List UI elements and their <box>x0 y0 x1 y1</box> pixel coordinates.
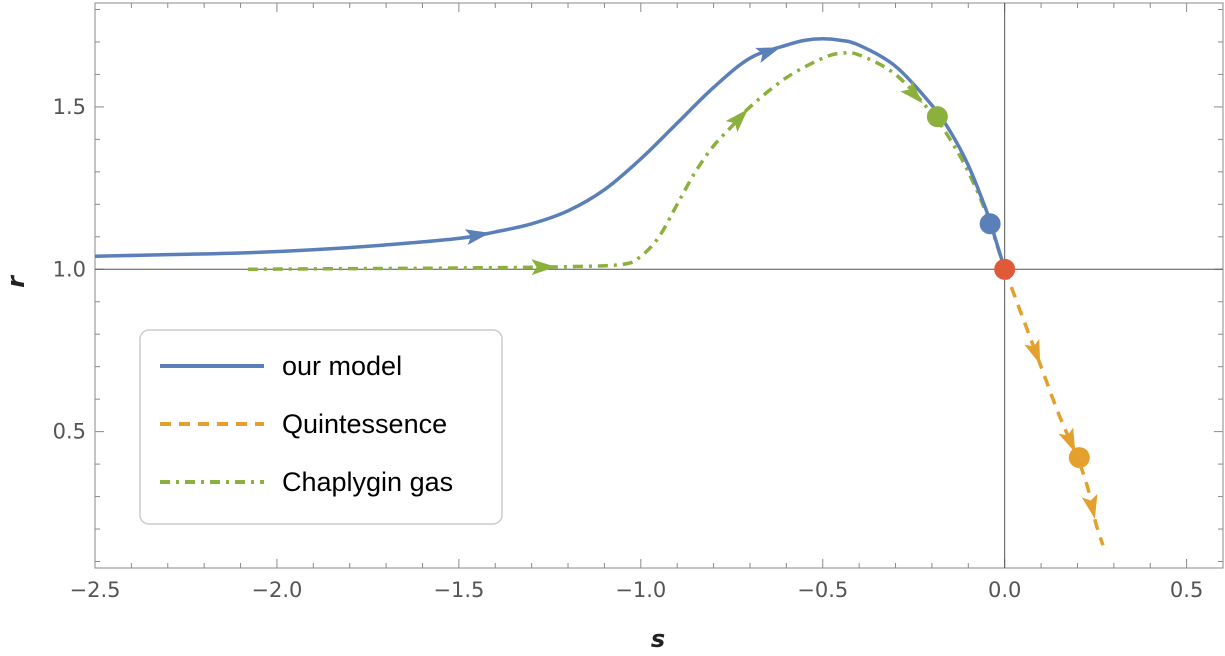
legend-box <box>139 329 503 525</box>
x-tick-label: −1.0 <box>615 578 666 602</box>
tick-labels: −2.5 −2.0 −1.5 −1.0 −0.5 0.0 0.5 0.5 1.0 1.5 <box>53 95 1204 602</box>
direction-arrow-quintessence <box>1024 338 1041 365</box>
x-tick-label: −2.5 <box>70 578 121 602</box>
direction-arrow-our-model <box>755 47 781 63</box>
x-tick-label: −1.5 <box>433 578 484 602</box>
legend-label-our-model: our model <box>282 351 402 381</box>
x-axis-title: s <box>651 625 665 653</box>
series-line-our-model <box>94 36 1007 270</box>
direction-arrow-our-model <box>464 229 490 245</box>
direction-arrow-chaplygin-gas <box>725 109 748 133</box>
direction-arrow-chaplygin-gas <box>900 80 923 104</box>
direction-arrow-quintessence <box>1081 493 1098 519</box>
legend: our model Quintessence Chaplygin gas <box>139 329 503 525</box>
y-tick-label: 1.5 <box>53 95 86 119</box>
legend-label-quintessence: Quintessence <box>282 409 447 439</box>
reference-lines <box>95 3 1223 568</box>
x-tick-label: −0.5 <box>797 578 848 602</box>
direction-arrow-quintessence <box>1058 427 1076 453</box>
end-point-quintessence <box>1068 447 1090 469</box>
y-tick-label: 1.0 <box>53 257 86 281</box>
series-line-chaplygin-gas <box>247 50 1007 272</box>
y-tick-label: 0.5 <box>53 420 86 444</box>
direction-arrow-chaplygin-gas <box>531 259 556 276</box>
x-tick-label: −2.0 <box>251 578 302 602</box>
legend-label-chaplygin-gas: Chaplygin gas <box>282 467 453 497</box>
x-tick-label: 0.5 <box>1170 578 1203 602</box>
x-tick-label: 0.0 <box>988 578 1021 602</box>
point-layer <box>926 106 1090 469</box>
arrow-layer <box>464 47 1098 519</box>
end-point-chaplygin-gas <box>926 106 948 128</box>
plot-frame <box>94 2 1224 569</box>
end-point-our-model <box>979 213 1001 235</box>
y-axis-title: r <box>2 274 30 288</box>
common-point <box>994 258 1016 280</box>
